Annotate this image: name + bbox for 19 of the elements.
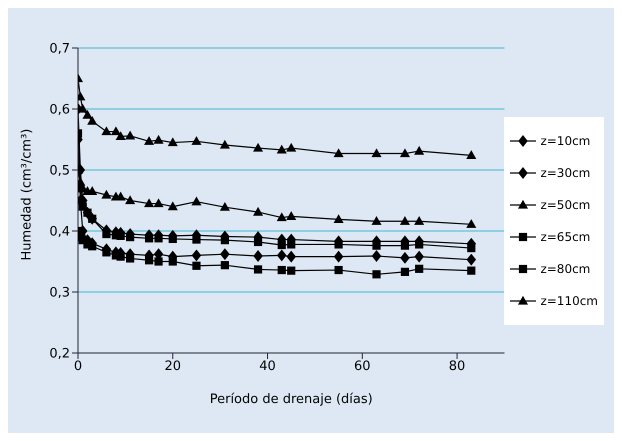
legend-label: z=10cm <box>540 134 590 148</box>
x-axis-title: Período de drenaje (días) <box>210 392 373 407</box>
x-tick-label: 40 <box>259 359 276 374</box>
y-tick-label: 0,5 <box>49 164 70 179</box>
legend-label: z=65cm <box>540 230 590 244</box>
legend-label: z=50cm <box>540 198 590 212</box>
legend-label: z=30cm <box>540 166 590 180</box>
x-tick-label: 80 <box>448 359 466 374</box>
y-tick-label: 0,3 <box>49 286 70 301</box>
y-tick-label: 0,7 <box>49 42 70 57</box>
y-tick-label: 0,6 <box>49 102 70 118</box>
y-tick-label: 0,4 <box>49 224 70 240</box>
y-tick-label: 0,2 <box>49 346 70 362</box>
legend-label: z=80cm <box>540 262 590 276</box>
y-axis-title: Humedad (cm³/cm³) <box>20 128 35 260</box>
x-tick-label: 0 <box>74 359 82 374</box>
x-tick-label: 60 <box>354 359 371 374</box>
x-tick-label: 20 <box>164 359 182 374</box>
legend-label: z=110cm <box>540 294 598 308</box>
